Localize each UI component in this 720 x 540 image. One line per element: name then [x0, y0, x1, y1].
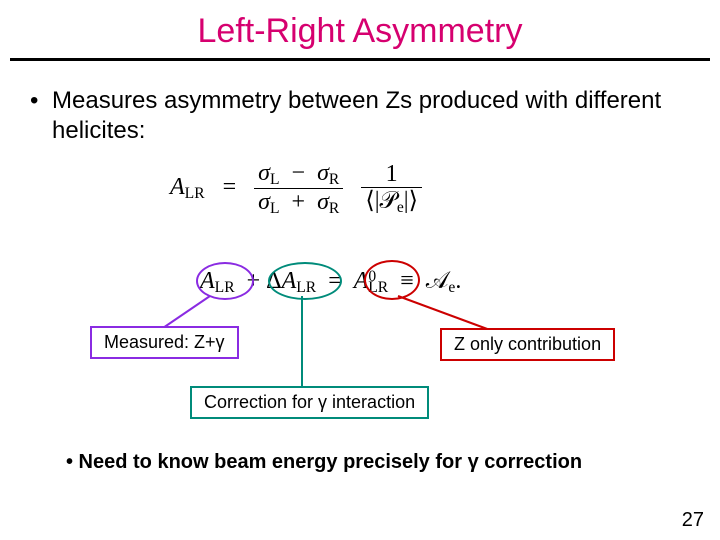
- eq1-LR: LR: [185, 185, 205, 202]
- ellipse-correction: [268, 262, 342, 300]
- eq1-frac-sigma: σL − σR σL + σR: [254, 160, 343, 217]
- page-number: 27: [682, 509, 704, 532]
- eq1-e: e: [397, 199, 404, 216]
- eq1-frac-pol: 1 ⟨|𝒫e|⟩: [361, 161, 422, 216]
- eq1-rangle: ⟩: [409, 188, 418, 214]
- eq1-sigma-4: σ: [317, 189, 329, 215]
- equation-alr-definition: ALR = σL − σR σL + σR 1 ⟨|𝒫e|⟩: [170, 160, 422, 217]
- ellipse-zonly: [364, 260, 420, 300]
- eq2-scriptA: 𝒜: [426, 268, 449, 294]
- annotation-correction: Correction for γ interaction: [190, 386, 429, 419]
- bullet-dot: •: [30, 86, 38, 116]
- bullet-measures: • Measures asymmetry between Zs produced…: [34, 86, 674, 146]
- bullet-beam-energy: • Need to know beam energy precisely for…: [66, 450, 666, 475]
- eq1-L-1: L: [270, 171, 280, 188]
- eq1-L-2: L: [270, 200, 280, 217]
- eq1-P: 𝒫: [380, 188, 397, 214]
- slide: Left-Right Asymmetry • Measures asymmetr…: [0, 0, 720, 540]
- eq1-R-1: R: [329, 171, 339, 188]
- eq1-one: 1: [361, 161, 422, 188]
- eq1-A: A: [170, 174, 185, 200]
- annotation-measured: Measured: Z+γ: [90, 326, 239, 359]
- ellipse-measured: [196, 262, 254, 300]
- eq1-sigma-3: σ: [258, 189, 270, 215]
- eq1-sigma-1: σ: [258, 160, 270, 186]
- eq1-langle: ⟨: [365, 188, 374, 214]
- eq1-sigma-2: σ: [317, 160, 329, 186]
- annotation-z-only: Z only contribution: [440, 328, 615, 361]
- title-underline: [10, 58, 710, 61]
- eq2-dot: .: [455, 268, 461, 294]
- slide-title: Left-Right Asymmetry: [0, 12, 720, 51]
- bullet-text-1: Measures asymmetry between Zs produced w…: [52, 86, 674, 146]
- eq1-R-2: R: [329, 200, 339, 217]
